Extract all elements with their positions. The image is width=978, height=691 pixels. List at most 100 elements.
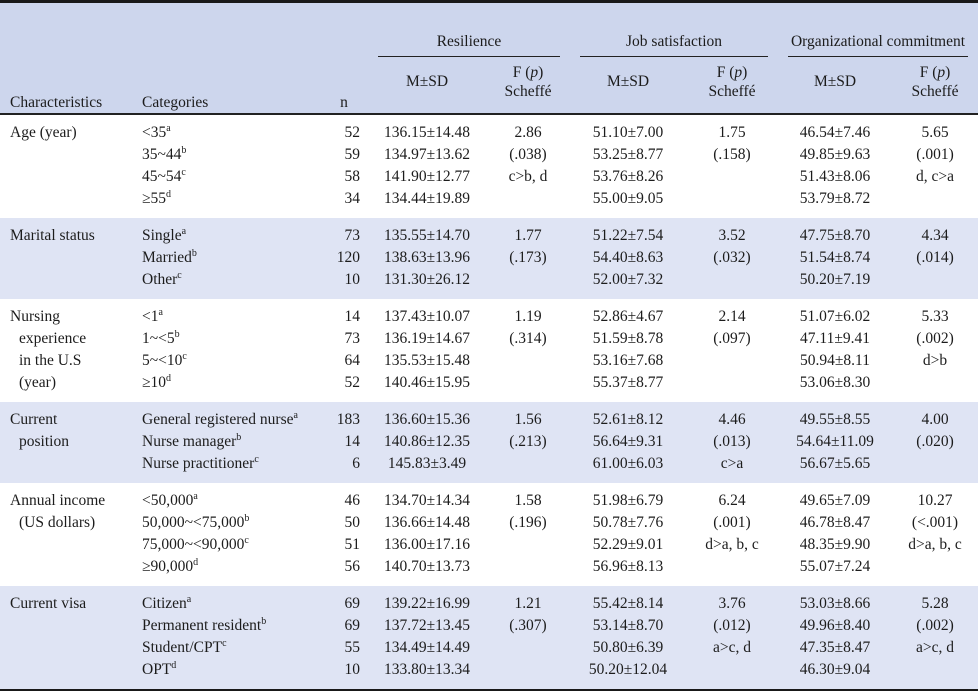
jobsat-fp-cell: 1.75 [718, 124, 746, 141]
resilience-fp-cell: (.307) [509, 617, 547, 634]
n-cell: 10 [344, 271, 361, 288]
orgcommit-msd-cell: 55.07±7.24 [799, 558, 871, 575]
subheader-jobsat-fp: F (p) Scheffé [686, 57, 778, 114]
col-header-n: n [340, 94, 348, 111]
characteristic-label: Nursing [10, 308, 60, 325]
orgcommit-msd-cell: 50.94±8.11 [800, 352, 870, 369]
orgcommit-fp-cell: 4.34 [921, 227, 949, 244]
characteristic-label: Age (year) [10, 124, 77, 141]
table-section: Annual income (US dollars) <50,000a 46 134.7… [0, 483, 978, 586]
orgcommit-msd-cell: 48.35±9.90 [799, 536, 871, 553]
resilience-fp-cell: 1.21 [514, 595, 542, 612]
jobsat-fp-cell: 2.14 [718, 308, 746, 325]
group-header-organizational-commitment: Organizational commitment [778, 2, 978, 57]
n-cell: 73 [344, 330, 361, 347]
jobsat-msd-cell: 55.00±9.05 [592, 190, 664, 207]
characteristic-cell: Age (year) [0, 114, 138, 218]
jobsat-fp-cell: d>a, b, c [705, 536, 759, 553]
table-row: 5~<10c 64 135.53±15.48 53.16±7.68 50.94±8.11… [0, 350, 978, 372]
n-cell: 55 [344, 639, 361, 656]
characteristic-cell: Current position [0, 402, 138, 483]
orgcommit-fp-cell: (.014) [916, 249, 954, 266]
orgcommit-msd-cell: 49.96±8.40 [799, 617, 871, 634]
resilience-fp-cell [486, 269, 570, 299]
n-cell: 120 [336, 249, 360, 266]
resilience-msd-cell: 139.22±16.99 [383, 595, 470, 612]
fp-p-italic: p [530, 64, 539, 81]
characteristic-label: position [19, 433, 69, 450]
table-row: ≥55d 34 134.44±19.89 55.00±9.05 53.79±8.72 [0, 188, 978, 218]
category-label: 75,000~<90,000 [142, 536, 245, 553]
table-row: Current visa Citizena 69 139.22±16.99 1.21 55… [0, 586, 978, 615]
jobsat-msd-cell: 54.40±8.63 [592, 249, 664, 266]
orgcommit-fp-cell: 5.65 [921, 124, 949, 141]
orgcommit-msd-cell: 47.75±8.70 [799, 227, 871, 244]
jobsat-msd-cell: 55.37±8.77 [592, 374, 664, 391]
resilience-msd-cell: 134.49±14.49 [383, 639, 470, 656]
category-superscript: d [171, 659, 177, 671]
jobsat-msd-cell: 53.76±8.26 [592, 168, 664, 185]
n-cell: 64 [344, 352, 361, 369]
orgcommit-fp-cell: (.020) [916, 433, 954, 450]
jobsat-fp-cell: 6.24 [718, 492, 746, 509]
subheader-orgcommit-msd: M±SD [813, 73, 857, 90]
category-superscript: a [186, 593, 192, 605]
category-cell: Nurse practitionerc [138, 453, 320, 483]
table-row: Permanent residentb 69 137.72±13.45 (.307) 5… [0, 615, 978, 637]
n-cell: 14 [344, 308, 361, 325]
table-row: Current position General registered nursea… [0, 402, 978, 450]
category-superscript: c [244, 534, 249, 546]
table-row: 35~44b 59 134.97±13.62 (.038) 53.25±8.77 (.15… [0, 144, 978, 166]
resilience-msd-cell: 136.66±14.48 [383, 514, 470, 531]
fp-p-italic: p [734, 64, 743, 81]
jobsat-msd-cell: 53.16±7.68 [592, 352, 664, 369]
resilience-msd-cell: 137.43±10.07 [383, 308, 470, 325]
resilience-msd-cell: 138.63±13.96 [383, 249, 470, 266]
jobsat-fp-cell [686, 556, 778, 586]
col-header-categories: Categories [142, 94, 209, 111]
subheader-resilience-fp: F (p) Scheffé [486, 57, 570, 114]
category-cell: Marriedb [138, 247, 320, 269]
jobsat-fp-cell: (.013) [713, 433, 751, 450]
group-header-resilience-label: Resilience [378, 30, 560, 57]
category-superscript: a [166, 122, 171, 134]
characteristic-label: Marital status [10, 227, 95, 244]
category-label: 1~<5 [142, 330, 175, 347]
category-label: ≥10 [142, 374, 167, 391]
orgcommit-fp-cell: 4.00 [921, 411, 949, 428]
category-label: 50,000~<75,000 [142, 514, 245, 531]
category-superscript: d [166, 372, 172, 384]
orgcommit-msd-cell: 49.55±8.55 [799, 411, 871, 428]
characteristic-cell: Nursing experience in the U.S (year) [0, 299, 138, 402]
orgcommit-fp-cell: d>b [922, 352, 948, 369]
n-cell: 46 [344, 492, 361, 509]
category-cell: 35~44b [138, 144, 320, 166]
resilience-msd-cell: 141.90±12.77 [383, 168, 470, 185]
group-header-organizational-commitment-label: Organizational commitment [788, 30, 969, 57]
resilience-fp-cell: (.173) [509, 249, 547, 266]
jobsat-msd-cell: 53.14±8.70 [592, 617, 664, 634]
resilience-fp-cell: (.213) [509, 433, 547, 450]
jobsat-fp-cell: (.032) [713, 249, 751, 266]
fp-label: F ( [512, 64, 531, 81]
table-section: Marital status Singlea 73 135.55±14.70 1.77 5… [0, 218, 978, 299]
category-superscript: d [166, 188, 172, 200]
characteristic-label: (year) [19, 374, 56, 391]
characteristic-label: Annual income [10, 492, 106, 509]
jobsat-msd-cell: 56.64±9.31 [592, 433, 664, 450]
n-cell: 73 [344, 227, 361, 244]
jobsat-fp-cell [686, 166, 778, 188]
n-cell: 10 [344, 661, 361, 678]
jobsat-fp-cell: 3.76 [718, 595, 746, 612]
category-label: 35~44 [142, 146, 182, 163]
category-cell: ≥90,000d [138, 556, 320, 586]
n-cell: 59 [344, 146, 361, 163]
category-superscript: a [158, 306, 163, 318]
category-label: ≥55 [142, 190, 167, 207]
orgcommit-msd-cell: 46.54±7.46 [799, 124, 871, 141]
n-cell: 69 [344, 595, 361, 612]
n-cell: 52 [344, 374, 361, 391]
orgcommit-fp-cell [892, 659, 978, 690]
resilience-msd-cell: 131.30±26.12 [383, 271, 470, 288]
category-cell: 75,000~<90,000c [138, 534, 320, 556]
